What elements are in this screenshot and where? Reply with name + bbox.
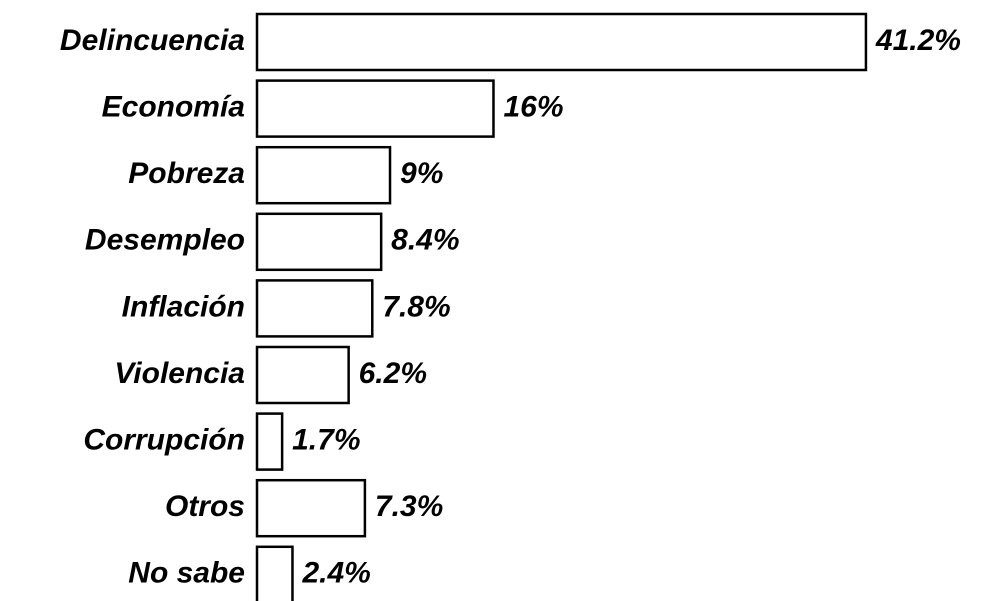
value-label: 8.4%: [391, 224, 459, 257]
value-label: 41.2%: [875, 24, 961, 57]
value-label: 2.4%: [301, 557, 370, 590]
category-label: Economía: [102, 91, 245, 124]
bar: [255, 545, 294, 601]
value-label: 9%: [400, 157, 443, 190]
value-label: 7.3%: [375, 490, 443, 523]
bar: [255, 478, 367, 538]
value-label: 1.7%: [292, 424, 360, 457]
value-label: 16%: [503, 91, 563, 124]
category-label: Pobreza: [128, 157, 245, 190]
category-label: Inflación: [122, 290, 245, 323]
category-label: Violencia: [114, 357, 245, 390]
bar: [255, 79, 495, 138]
value-label: 7.8%: [382, 290, 450, 323]
category-label: Desempleo: [85, 224, 245, 257]
category-label: Corrupción: [83, 424, 245, 457]
category-label: Delincuencia: [60, 24, 245, 57]
value-label: 6.2%: [359, 357, 427, 390]
bar: [255, 145, 392, 205]
bar: [255, 279, 374, 338]
bar: [255, 212, 383, 272]
category-label: No sabe: [128, 557, 245, 590]
category-label: Otros: [165, 490, 245, 523]
bar: [255, 12, 868, 72]
bar: [255, 345, 350, 405]
bar: [255, 412, 284, 471]
